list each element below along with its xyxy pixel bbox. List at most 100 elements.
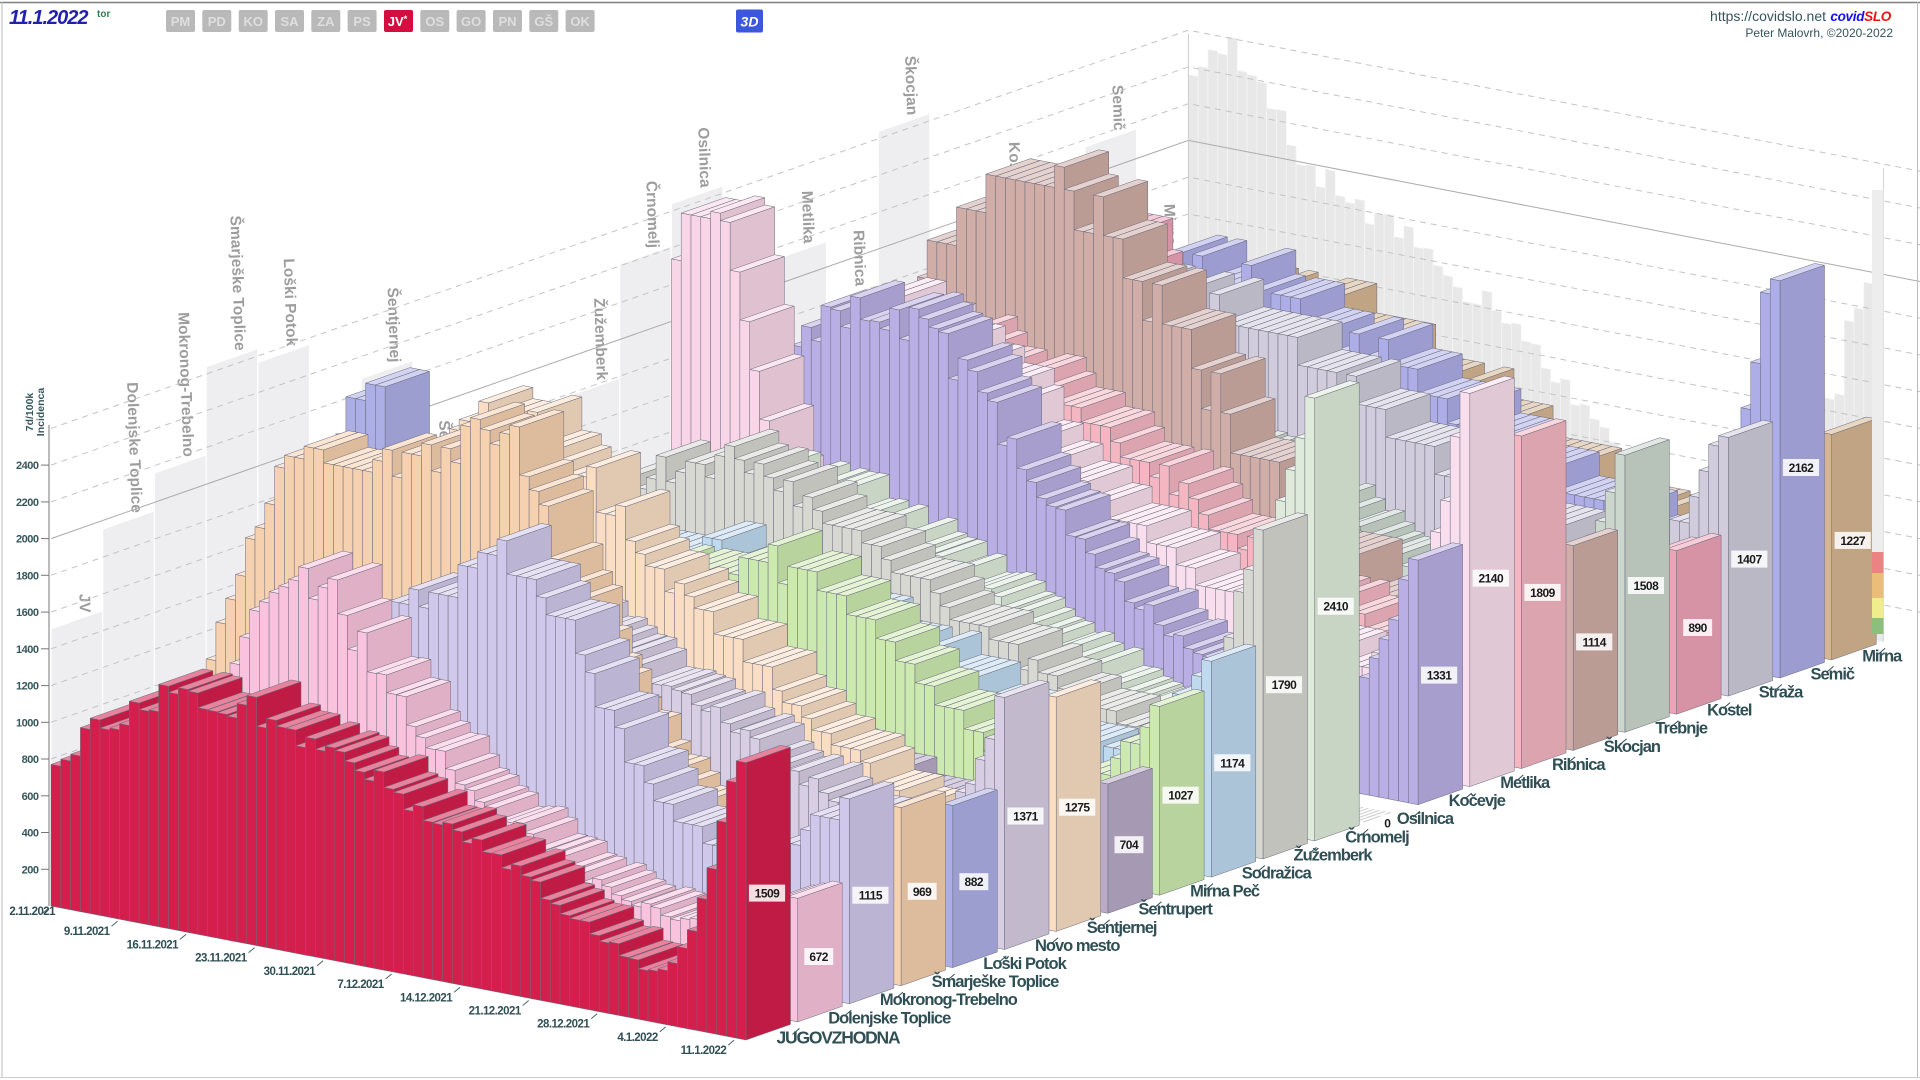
svg-text:Loški Potok: Loški Potok (983, 955, 1067, 973)
svg-text:JV*: JV* (388, 14, 408, 29)
svg-text:ZA: ZA (317, 14, 335, 29)
svg-text:PN: PN (498, 14, 516, 29)
svg-text:1371: 1371 (1013, 810, 1039, 824)
svg-text:GO: GO (461, 14, 481, 29)
svg-text:OS: OS (425, 14, 444, 29)
svg-text:Šmarješke Toplice: Šmarješke Toplice (932, 972, 1060, 991)
svg-text:Žužemberk: Žužemberk (1294, 845, 1374, 864)
svg-text:Semič: Semič (1108, 85, 1127, 132)
svg-text:1407: 1407 (1737, 553, 1763, 567)
svg-text:Kočevje: Kočevje (1449, 792, 1506, 810)
svg-text:Šentjernej: Šentjernej (384, 287, 405, 363)
svg-text:KO: KO (243, 14, 263, 29)
svg-text:800: 800 (22, 754, 39, 766)
svg-text:16.11.2021: 16.11.2021 (127, 939, 180, 951)
svg-text:600: 600 (22, 791, 39, 803)
svg-text:Osilnica: Osilnica (1397, 810, 1455, 828)
svg-text:Črnomelj: Črnomelj (1345, 827, 1409, 846)
svg-text:11.1.2022: 11.1.2022 (681, 1045, 727, 1057)
svg-text:Ribnica: Ribnica (850, 230, 869, 287)
svg-text:1331: 1331 (1427, 669, 1453, 683)
svg-text:2200: 2200 (16, 497, 39, 509)
svg-text:890: 890 (1688, 621, 1707, 635)
svg-text:PS: PS (353, 14, 371, 29)
svg-text:Peter Malovrh, ©2020-2022: Peter Malovrh, ©2020-2022 (1745, 26, 1893, 40)
svg-text:1174: 1174 (1220, 756, 1245, 770)
svg-text:Šentjernej: Šentjernej (1087, 918, 1157, 937)
svg-text:OK: OK (570, 14, 590, 29)
svg-text:1200: 1200 (16, 681, 39, 693)
svg-text:11.1.2022: 11.1.2022 (9, 7, 88, 29)
svg-text:1114: 1114 (1583, 635, 1607, 649)
svg-text:Metlika: Metlika (798, 191, 817, 244)
svg-text:400: 400 (22, 828, 39, 840)
svg-text:200: 200 (22, 864, 39, 876)
svg-text:1275: 1275 (1065, 801, 1091, 815)
svg-text:Mokronog-Trebelno: Mokronog-Trebelno (174, 312, 196, 457)
svg-text:Mirna Peč: Mirna Peč (1190, 883, 1260, 901)
svg-text:GŠ: GŠ (534, 14, 553, 29)
svg-text:Loški Potok: Loški Potok (280, 258, 300, 347)
svg-text:1027: 1027 (1168, 789, 1194, 803)
svg-text:PM: PM (171, 14, 191, 29)
svg-text:4.1.2022: 4.1.2022 (617, 1032, 658, 1044)
svg-text:Ribnica: Ribnica (1552, 756, 1606, 774)
svg-text:7.12.2021: 7.12.2021 (337, 979, 384, 991)
svg-text:2410: 2410 (1323, 600, 1349, 614)
svg-text:Šentrupert: Šentrupert (1138, 900, 1213, 919)
svg-text:SA: SA (280, 14, 299, 29)
svg-text:Incidenca: Incidenca (35, 388, 47, 437)
svg-text:14.12.2021: 14.12.2021 (400, 992, 453, 1004)
svg-text:1508: 1508 (1634, 579, 1660, 593)
svg-text:1115: 1115 (859, 889, 883, 903)
svg-text:704: 704 (1120, 838, 1139, 852)
svg-text:https://covidslo.net: https://covidslo.net (1710, 8, 1826, 24)
svg-text:2162: 2162 (1789, 461, 1815, 475)
svg-text:23.11.2021: 23.11.2021 (195, 953, 248, 965)
svg-text:1600: 1600 (16, 607, 39, 619)
svg-text:Žužemberk: Žužemberk (590, 298, 611, 381)
svg-text:882: 882 (965, 875, 984, 889)
svg-text:Dolenjske Toplice: Dolenjske Toplice (123, 382, 145, 514)
svg-text:1809: 1809 (1530, 586, 1556, 600)
svg-text:30.11.2021: 30.11.2021 (264, 966, 317, 978)
svg-text:1000: 1000 (16, 717, 39, 729)
svg-text:tor: tor (97, 9, 110, 20)
svg-text:Dolenjske Toplice: Dolenjske Toplice (828, 1009, 951, 1027)
svg-text:9.11.2021: 9.11.2021 (64, 926, 111, 938)
svg-text:Trebnje: Trebnje (1655, 720, 1708, 738)
svg-text:Mokronog-Trebelno: Mokronog-Trebelno (880, 991, 1018, 1009)
svg-text:2000: 2000 (16, 534, 39, 546)
svg-text:PD: PD (208, 14, 226, 29)
svg-text:7d/100k: 7d/100k (24, 393, 36, 432)
svg-text:Sodražica: Sodražica (1242, 865, 1313, 883)
svg-text:672: 672 (809, 950, 828, 964)
svg-text:Kostel: Kostel (1707, 702, 1752, 720)
svg-text:1509: 1509 (755, 887, 781, 901)
svg-text:Črnomelj: Črnomelj (642, 181, 662, 249)
svg-text:Novo mesto: Novo mesto (1035, 937, 1120, 955)
svg-text:2.11.2021: 2.11.2021 (9, 906, 56, 918)
svg-text:969: 969 (913, 885, 932, 899)
svg-text:1227: 1227 (1840, 534, 1866, 548)
svg-text:1790: 1790 (1272, 678, 1298, 692)
svg-text:JV: JV (75, 593, 93, 613)
svg-text:Mirna: Mirna (1862, 647, 1903, 665)
svg-text:Metlika: Metlika (1500, 774, 1551, 792)
svg-text:Šmarješke Toplice: Šmarješke Toplice (226, 215, 249, 351)
svg-text:Semič: Semič (1811, 665, 1855, 683)
svg-text:JUGOVZHODNA: JUGOVZHODNA (777, 1027, 901, 1047)
svg-text:3D: 3D (741, 14, 759, 30)
svg-text:Škocjan: Škocjan (1604, 737, 1661, 756)
svg-text:covidSLO: covidSLO (1830, 9, 1891, 24)
svg-text:Škocjan: Škocjan (901, 55, 921, 115)
svg-text:Osilnica: Osilnica (694, 127, 713, 188)
svg-text:1800: 1800 (16, 570, 39, 582)
svg-text:0: 0 (1384, 816, 1391, 830)
svg-text:1400: 1400 (16, 644, 39, 656)
svg-text:Straža: Straža (1759, 684, 1804, 702)
svg-text:2140: 2140 (1478, 572, 1504, 586)
svg-text:28.12.2021: 28.12.2021 (537, 1019, 590, 1031)
svg-text:21.12.2021: 21.12.2021 (469, 1006, 522, 1018)
svg-text:2400: 2400 (16, 460, 39, 472)
